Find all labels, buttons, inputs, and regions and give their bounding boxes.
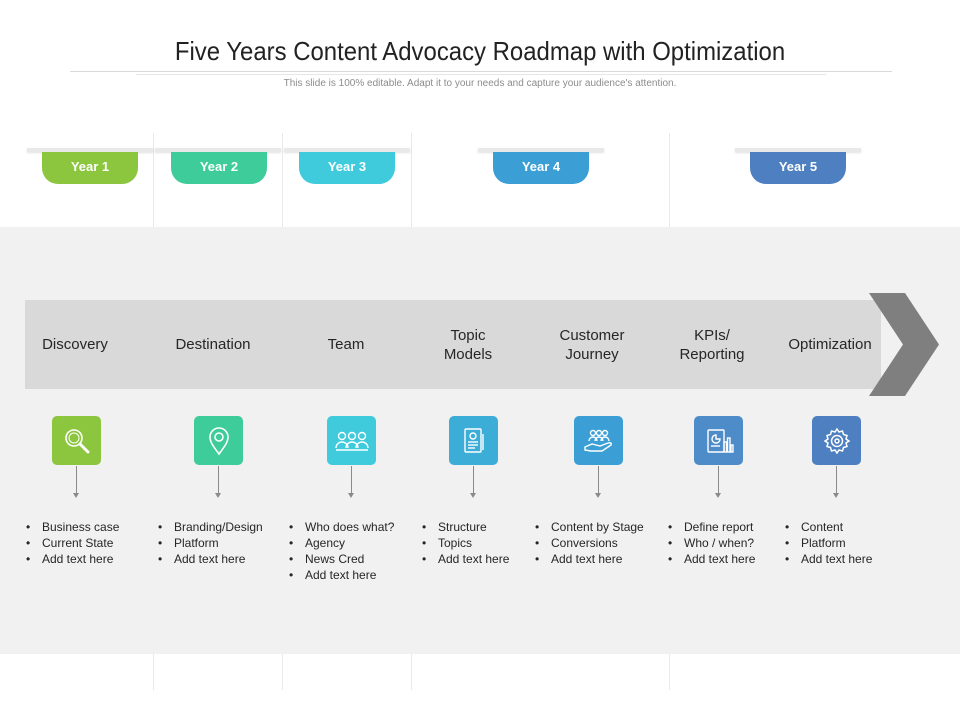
year-5-label: Year 5 xyxy=(778,159,818,174)
stage-label: Topic Models xyxy=(443,326,493,363)
connector-line xyxy=(598,466,599,496)
connector-arrowhead xyxy=(470,493,476,498)
list-item: Add text here xyxy=(156,551,263,567)
list-item: Add text here xyxy=(24,551,119,567)
stage-label: Customer Journey xyxy=(559,326,625,363)
connector-arrowhead xyxy=(348,493,354,498)
list-item: Business case xyxy=(24,519,119,535)
list-item: Content xyxy=(783,519,872,535)
list-item: Content by Stage xyxy=(533,519,644,535)
year-5-bar xyxy=(735,148,861,152)
list-item: Add text here xyxy=(533,551,644,567)
stage-label: Destination xyxy=(175,336,251,353)
year-5-tab: Year 5 xyxy=(750,152,846,184)
connector-line xyxy=(218,466,219,496)
list-item: Define report xyxy=(666,519,755,535)
customers-hand-icon xyxy=(574,416,623,465)
list-item: Add text here xyxy=(287,567,394,583)
list-item: Platform xyxy=(783,535,872,551)
location-pin-icon xyxy=(194,416,243,465)
connector-line xyxy=(473,466,474,496)
page-title: Five Years Content Advocacy Roadmap with… xyxy=(174,36,786,66)
list-item: Structure xyxy=(420,519,509,535)
stage-label: Discovery xyxy=(42,336,108,353)
topic-models-bullets: Structure Topics Add text here xyxy=(420,519,509,567)
stage-destination: Destination xyxy=(158,300,268,389)
stage-arrow xyxy=(25,300,881,389)
connector-arrowhead xyxy=(715,493,721,498)
year-1-bar xyxy=(27,148,153,152)
year-4-label: Year 4 xyxy=(521,159,561,174)
connector-arrowhead xyxy=(215,493,221,498)
year-2-tab: Year 2 xyxy=(171,152,267,184)
list-item: Branding/Design xyxy=(156,519,263,535)
year-1-label: Year 1 xyxy=(70,159,110,174)
stage-label: KPIs/ Reporting xyxy=(679,326,745,363)
destination-bullets: Branding/Design Platform Add text here xyxy=(156,519,263,567)
chevron-right-icon xyxy=(869,293,939,396)
list-item: Current State xyxy=(24,535,119,551)
connector-line xyxy=(718,466,719,496)
year-3-label: Year 3 xyxy=(327,159,367,174)
stage-optimization: Optimization xyxy=(775,300,885,389)
year-3-tab: Year 3 xyxy=(299,152,395,184)
year-2-label: Year 2 xyxy=(199,159,239,174)
year-2-bar xyxy=(155,148,281,152)
stage-label: Team xyxy=(327,336,365,353)
connector-line xyxy=(836,466,837,496)
report-chart-icon xyxy=(694,416,743,465)
magnifier-icon xyxy=(52,416,101,465)
list-item: Who does what? xyxy=(287,519,394,535)
stage-customer-journey: Customer Journey xyxy=(537,300,647,389)
list-item: Add text here xyxy=(420,551,509,567)
connector-line xyxy=(351,466,352,496)
stage-topic-models: Topic Models xyxy=(418,300,518,389)
list-item: Conversions xyxy=(533,535,644,551)
year-4-tab: Year 4 xyxy=(493,152,589,184)
year-3-bar xyxy=(284,148,410,152)
list-item: Platform xyxy=(156,535,263,551)
stage-kpis-reporting: KPIs/ Reporting xyxy=(662,300,762,389)
list-item: Add text here xyxy=(783,551,872,567)
team-icon xyxy=(327,416,376,465)
stage-label: Optimization xyxy=(788,336,872,353)
discovery-bullets: Business case Current State Add text her… xyxy=(24,519,119,567)
list-item: News Cred xyxy=(287,551,394,567)
title-divider xyxy=(70,71,892,72)
kpis-reporting-bullets: Define report Who / when? Add text here xyxy=(666,519,755,567)
connector-arrowhead xyxy=(833,493,839,498)
connector-arrowhead xyxy=(595,493,601,498)
year-4-bar xyxy=(478,148,604,152)
stage-team: Team xyxy=(296,300,396,389)
connector-arrowhead xyxy=(73,493,79,498)
list-item: Add text here xyxy=(666,551,755,567)
stage-discovery: Discovery xyxy=(25,300,125,389)
optimization-bullets: Content Platform Add text here xyxy=(783,519,872,567)
list-item: Agency xyxy=(287,535,394,551)
list-item: Topics xyxy=(420,535,509,551)
list-item: Who / when? xyxy=(666,535,755,551)
document-icon xyxy=(449,416,498,465)
title-divider-inner xyxy=(136,74,826,75)
customer-journey-bullets: Content by Stage Conversions Add text he… xyxy=(533,519,644,567)
page-subtitle: This slide is 100% editable. Adapt it to… xyxy=(283,78,677,89)
team-bullets: Who does what? Agency News Cred Add text… xyxy=(287,519,394,583)
year-1-tab: Year 1 xyxy=(42,152,138,184)
connector-line xyxy=(76,466,77,496)
gear-icon xyxy=(812,416,861,465)
